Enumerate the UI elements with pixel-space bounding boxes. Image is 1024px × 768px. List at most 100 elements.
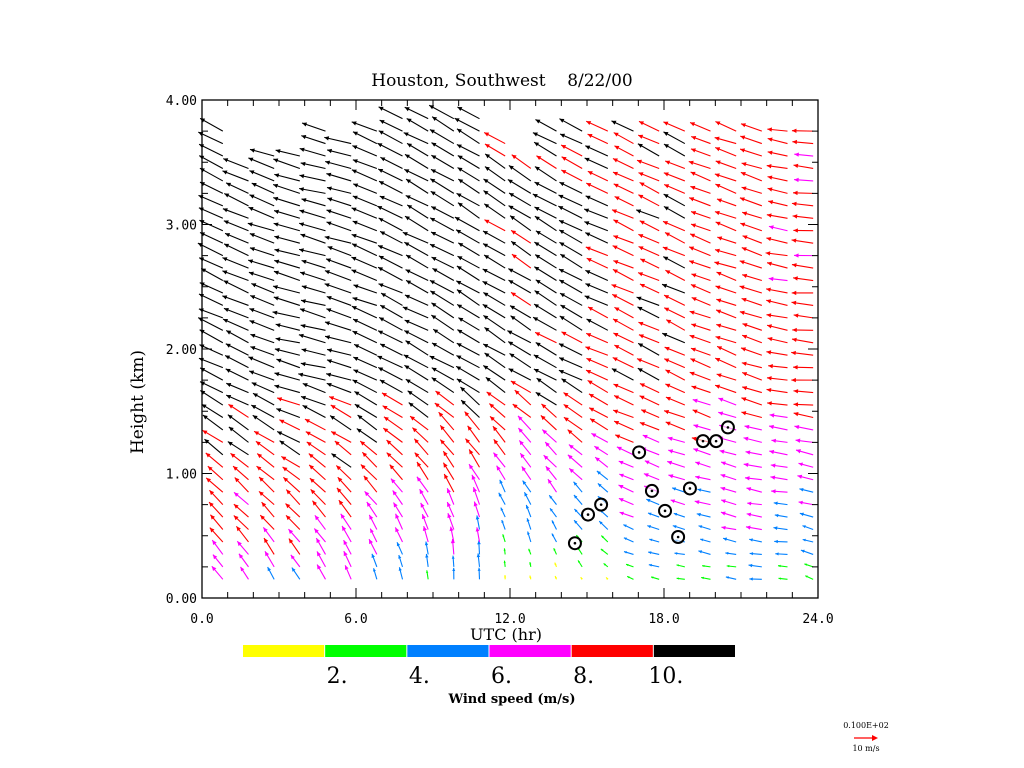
vector-head — [558, 206, 564, 211]
vector-head — [691, 223, 696, 228]
vector-head — [714, 136, 720, 141]
vector-head — [585, 232, 591, 237]
wind-vector — [475, 515, 481, 530]
vector-head — [336, 465, 342, 471]
vector-head — [431, 155, 437, 160]
vector-head — [301, 198, 307, 203]
wind-vector — [450, 538, 455, 555]
vector-head — [477, 567, 481, 571]
vector-head — [250, 333, 256, 338]
vector-head — [672, 487, 677, 491]
vector-head — [248, 207, 254, 212]
wind-vector — [456, 265, 480, 281]
wind-vector — [377, 266, 403, 282]
vector-head — [228, 404, 234, 409]
vector-head — [482, 269, 488, 274]
wind-vector — [211, 565, 224, 580]
vector-head — [663, 256, 669, 261]
vector-shaft — [298, 248, 326, 257]
wind-vector — [767, 401, 788, 406]
vector-head — [324, 321, 330, 326]
wind-vector — [670, 499, 686, 506]
wind-vector — [489, 415, 506, 431]
vector-head — [424, 541, 429, 546]
vector-head — [638, 194, 644, 199]
wind-vector — [290, 554, 301, 568]
wind-vector — [343, 550, 352, 568]
vector-head — [690, 171, 696, 176]
wind-vector — [476, 553, 481, 567]
wind-vector — [742, 235, 763, 244]
wind-vector — [262, 527, 275, 543]
vector-shaft — [351, 256, 378, 269]
colorbar-segment — [407, 645, 489, 657]
wind-vector — [793, 163, 814, 170]
vector-head — [792, 214, 798, 219]
vector-head — [614, 145, 620, 150]
vector-head — [746, 512, 752, 517]
vector-head — [665, 383, 671, 388]
wind-vector — [585, 332, 609, 344]
wind-vector — [587, 306, 609, 319]
wind-vector — [274, 347, 300, 356]
vector-head — [483, 365, 489, 370]
vector-head — [794, 253, 799, 258]
vector-head — [454, 118, 460, 123]
wind-vectors — [197, 104, 814, 581]
vector-head — [275, 323, 281, 328]
wind-vector — [404, 106, 429, 120]
vector-head — [485, 153, 491, 159]
reference-vector-unit: 10 m/s — [852, 744, 879, 753]
vector-head — [316, 551, 322, 557]
y-axis-label: Height (km) — [128, 350, 148, 454]
wind-vector — [352, 220, 378, 232]
wind-vector — [766, 387, 788, 394]
vector-shaft — [377, 330, 403, 344]
wind-vector — [611, 209, 634, 219]
vector-head — [742, 386, 748, 391]
wind-vector — [484, 153, 506, 169]
wind-vector — [431, 367, 455, 381]
vector-head — [362, 452, 368, 457]
wind-vector — [274, 259, 300, 269]
vector-shaft — [222, 270, 249, 282]
vector-head — [222, 208, 228, 213]
wind-vector — [714, 210, 737, 219]
wind-vector — [235, 525, 249, 543]
vector-head — [623, 524, 627, 528]
wind-vector — [279, 440, 301, 456]
vector-head — [249, 308, 255, 313]
vector-head — [665, 396, 671, 401]
vector-head — [791, 128, 797, 133]
wind-vector — [301, 259, 326, 269]
wind-vector — [533, 303, 557, 319]
vector-shaft — [324, 270, 352, 282]
vector-head — [689, 310, 695, 315]
wind-vector — [431, 314, 455, 331]
wind-vector — [768, 276, 788, 282]
wind-vector — [510, 291, 532, 306]
vector-head — [791, 377, 796, 383]
vector-head — [257, 453, 263, 459]
wind-vector — [256, 453, 275, 468]
vector-head — [741, 347, 746, 352]
wind-vector — [661, 283, 686, 294]
vector-head — [247, 222, 253, 227]
wind-vector — [299, 147, 326, 157]
vector-head — [526, 518, 530, 522]
wind-vector — [639, 283, 660, 294]
vector-head — [223, 307, 229, 313]
wind-vector — [613, 132, 634, 145]
vector-head — [700, 538, 704, 542]
wind-vector — [603, 563, 609, 568]
vector-head — [429, 280, 435, 285]
wind-vector — [429, 243, 455, 257]
vector-head — [649, 538, 653, 542]
vector-head — [498, 492, 503, 497]
wind-vector — [689, 334, 711, 344]
vector-head — [641, 409, 647, 414]
vector-head — [405, 195, 411, 200]
vector-head — [663, 131, 669, 136]
vector-head — [286, 489, 291, 495]
vector-head — [802, 525, 806, 529]
